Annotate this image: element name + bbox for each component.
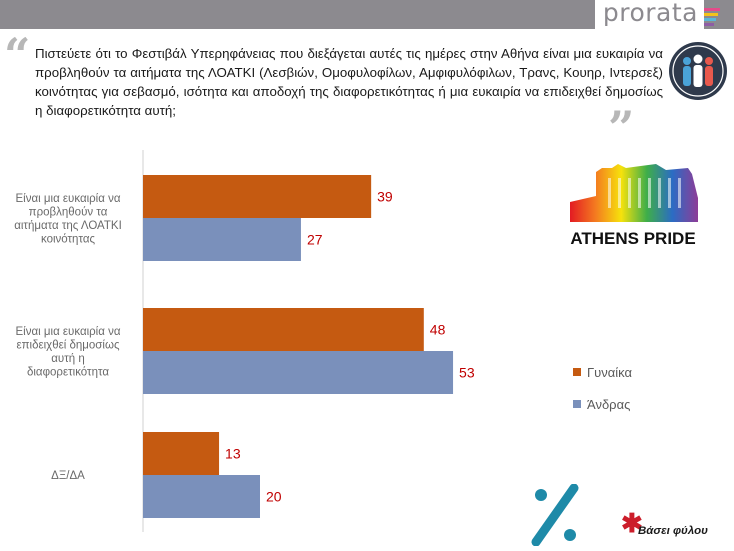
logo-text: ATHENS PRIDE: [570, 229, 695, 248]
category-label: Είναι μια ευκαιρία να επιδειχθεί δημοσίως…: [16, 326, 121, 379]
data-label: 53: [459, 365, 475, 381]
legend-label-women: Γυναίκα: [587, 364, 633, 380]
category-label-line: προβληθούν τα: [29, 206, 108, 218]
data-label: 27: [307, 232, 323, 248]
brand-bar: [704, 8, 720, 11]
category-label-line: διαφορετικότητα: [27, 366, 109, 378]
legend-swatch-women: [573, 368, 581, 376]
chart-legend: Γυναίκα Άνδρας: [573, 356, 632, 420]
category-label-line: ΔΞ/ΔΑ: [51, 470, 85, 482]
bar-men: [143, 218, 301, 261]
data-label: 39: [377, 189, 393, 205]
brand-name: prorata: [602, 0, 698, 27]
category-label-line: επιδειχθεί δημοσίως: [16, 339, 119, 351]
data-label: 48: [430, 322, 446, 338]
data-label: 13: [225, 446, 241, 462]
brand-bars-icon: [704, 8, 720, 28]
data-label: 20: [266, 489, 282, 505]
brand-bar: [704, 23, 714, 26]
survey-question: Πιστεύετε ότι το Φεστιβάλ Υπερηφάνειας π…: [35, 46, 663, 118]
asterisk-icon: ✱: [621, 508, 643, 538]
brand-bar: [704, 18, 716, 21]
bar-men: [143, 351, 454, 394]
category-label: ΔΞ/ΔΑ: [51, 470, 85, 482]
bar-women: [143, 175, 372, 218]
brand-bar: [704, 13, 718, 16]
quote-open-icon: “: [4, 28, 31, 82]
legend-item-women: Γυναίκα: [573, 356, 632, 388]
header-bar: prorata: [0, 0, 734, 29]
category-label-line: Είναι μια ευκαιρία να: [16, 326, 121, 338]
percent-icon: [531, 484, 579, 546]
bar-women: [143, 432, 220, 475]
legend-label-men: Άνδρας: [587, 396, 631, 412]
quote-close-icon: ”: [608, 101, 635, 155]
bar-women: [143, 308, 424, 351]
legend-item-men: Άνδρας: [573, 388, 632, 420]
category-label-line: Είναι μια ευκαιρία να: [16, 193, 121, 205]
bar-men: [143, 475, 260, 518]
legend-swatch-men: [573, 400, 581, 408]
brand-logo: prorata: [594, 0, 704, 29]
athens-pride-logo: ATHENS PRIDE: [570, 164, 698, 248]
people-icon: [669, 42, 727, 100]
footnote: Βάσει φύλου: [638, 525, 708, 537]
category-label-line: αυτή η: [51, 353, 84, 365]
category-label-line: κοινότητας: [41, 233, 96, 245]
category-label-line: αιτήματα της ΛΟΑΤΚΙ: [14, 220, 122, 232]
category-label: Είναι μια ευκαιρία να προβληθούν τα αιτήμα…: [14, 193, 122, 246]
